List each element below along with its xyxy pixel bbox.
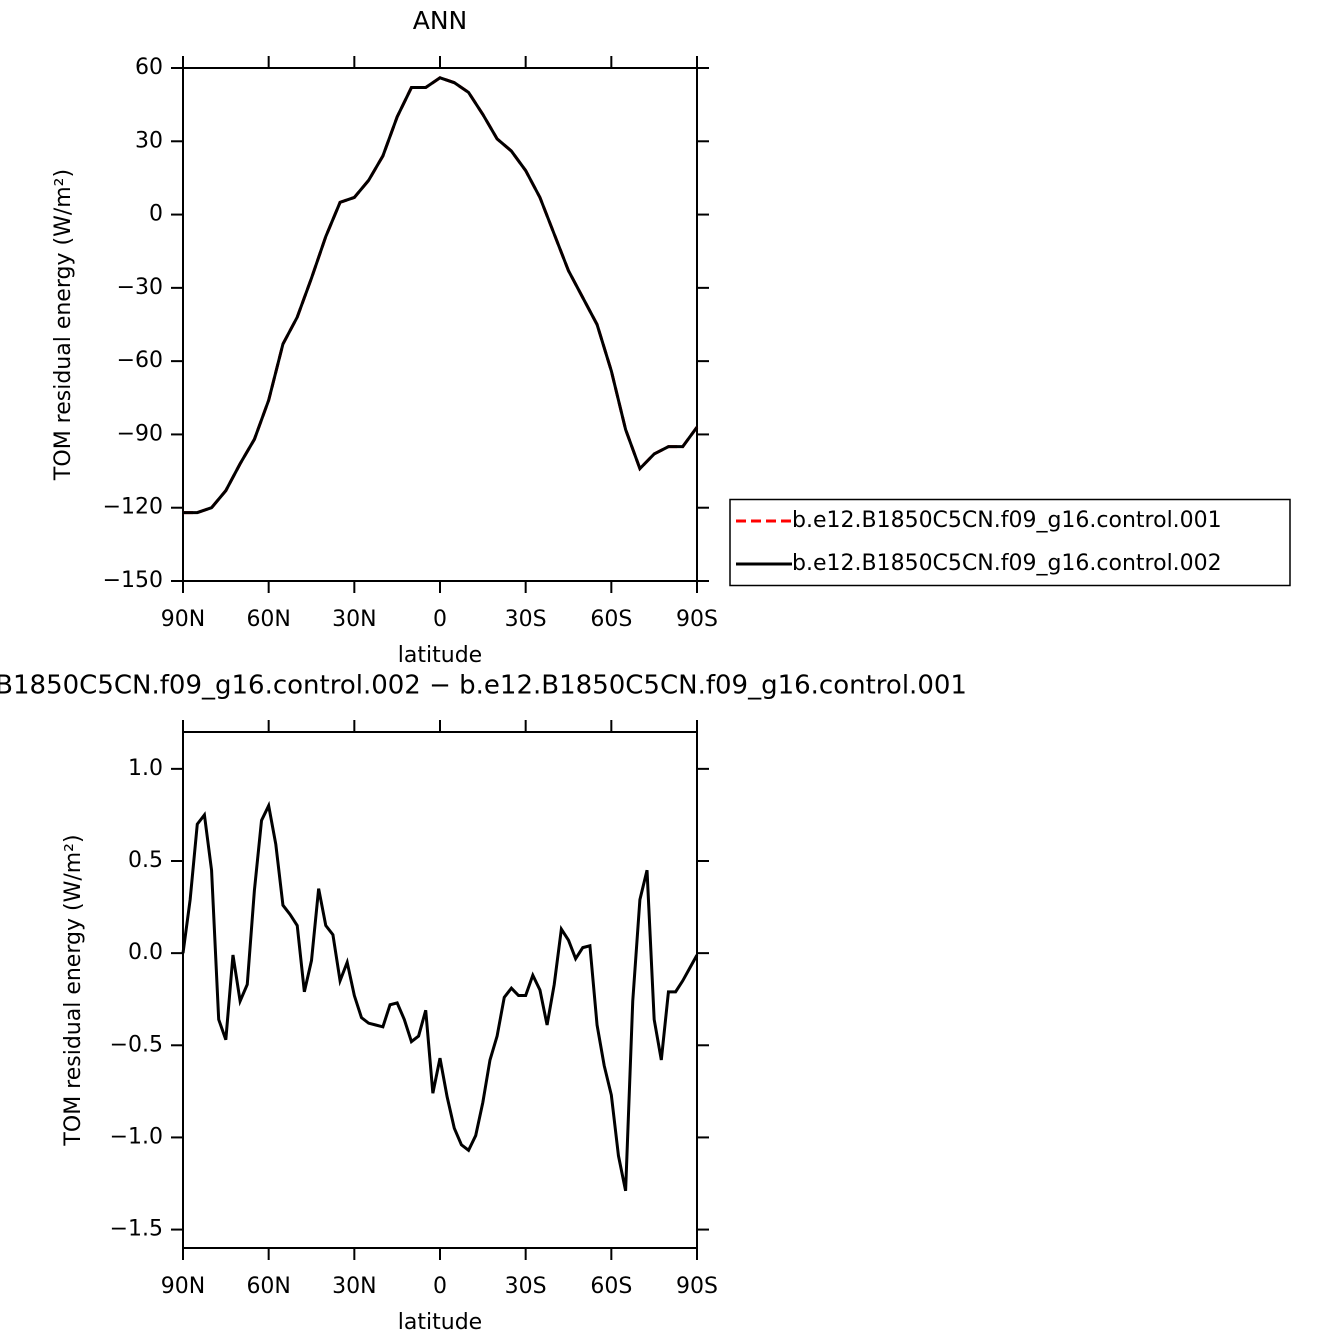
x-tick-label: 90S [676,1274,718,1299]
y-tick-label: −90 [117,421,163,446]
y-tick-label: −30 [117,275,163,300]
x-tick-label: 60N [246,607,290,632]
x-tick-label: 0 [433,1274,447,1299]
x-tick-label: 60S [590,607,632,632]
y-tick-label: −60 [117,348,163,373]
y-tick-label: −1.0 [110,1124,163,1149]
y-axis-label: TOM residual energy (W/m²) [61,834,86,1146]
x-tick-label: 90N [161,607,205,632]
y-tick-label: 1.0 [128,756,163,781]
legend-label: b.e12.B1850C5CN.f09_g16.control.002 [792,551,1222,576]
x-tick-label: 30N [332,1274,376,1299]
y-tick-label: 0 [149,202,163,227]
legend-box [729,498,1291,587]
x-tick-label: 30N [332,607,376,632]
x-tick-label: 60N [246,1274,290,1299]
y-tick-label: −120 [103,495,163,520]
legend-label: b.e12.B1850C5CN.f09_g16.control.001 [792,508,1222,533]
chart-title: ANN [413,6,468,35]
y-tick-label: −0.5 [110,1032,163,1057]
data-line [183,76,699,515]
y-tick-label: 30 [135,128,163,153]
y-tick-label: −150 [103,568,163,593]
chart-title: b.e12.B1850C5CN.f09_g16.control.002 − b.… [0,671,967,701]
y-tick-label: 0.0 [128,940,163,965]
data-line [181,800,699,1192]
x-tick-label: 90S [676,607,718,632]
data-line [183,76,699,515]
x-axis-label: latitude [398,1310,482,1335]
plot-frame [182,731,698,1249]
x-tick-label: 30S [505,1274,547,1299]
y-tick-label: 60 [135,55,163,80]
y-axis-label: TOM residual energy (W/m²) [51,169,76,481]
x-tick-label: 0 [433,607,447,632]
x-tick-label: 90N [161,1274,205,1299]
y-tick-label: −1.5 [110,1217,163,1242]
x-tick-label: 60S [590,1274,632,1299]
x-axis-label: latitude [398,643,482,668]
x-tick-label: 30S [505,607,547,632]
y-tick-label: 0.5 [128,848,163,873]
plot-frame [182,67,698,582]
